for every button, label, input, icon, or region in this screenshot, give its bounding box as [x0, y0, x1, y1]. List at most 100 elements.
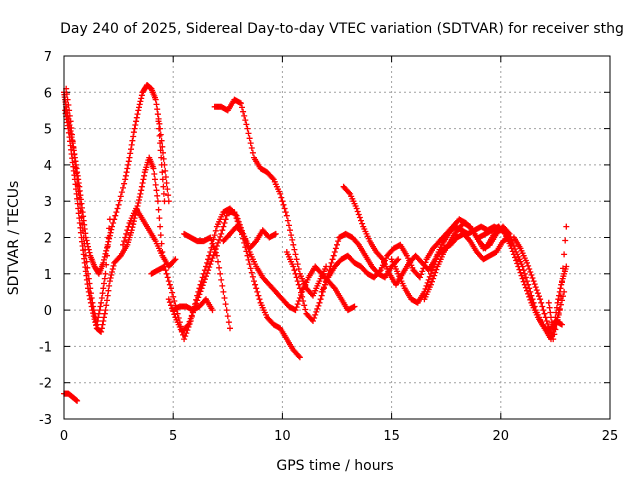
- data-point: [218, 230, 225, 237]
- data-point: [162, 174, 169, 180]
- data-point: [153, 187, 160, 194]
- data-point: [429, 267, 435, 274]
- data-point: [182, 333, 189, 340]
- data-point: [427, 281, 434, 288]
- data-point: [95, 310, 102, 317]
- data-point: [355, 211, 362, 218]
- data-point: [98, 295, 105, 301]
- data-point: [137, 190, 144, 197]
- data-point: [508, 245, 515, 252]
- data-point: [158, 161, 165, 168]
- data-point: [354, 240, 361, 247]
- series-trace-f: [170, 296, 216, 314]
- data-point: [135, 107, 142, 114]
- y-tick-label: 6: [44, 86, 52, 101]
- data-point: [122, 234, 129, 241]
- data-point: [289, 236, 296, 243]
- data-point: [101, 280, 107, 287]
- data-point: [510, 251, 517, 258]
- data-point: [335, 238, 342, 245]
- data-point: [73, 397, 80, 404]
- data-point: [154, 111, 161, 118]
- data-point: [156, 215, 163, 222]
- data-point: [161, 198, 168, 205]
- data-point: [292, 251, 299, 258]
- data-point: [157, 140, 164, 147]
- data-point: [272, 230, 279, 237]
- data-point: [277, 190, 284, 197]
- data-point: [328, 259, 335, 266]
- data-point: [225, 319, 232, 326]
- data-point: [157, 232, 164, 239]
- data-point: [186, 318, 193, 325]
- data-point: [298, 289, 304, 296]
- data-point: [329, 256, 336, 263]
- data-point: [71, 151, 78, 158]
- data-point: [254, 288, 261, 295]
- data-point: [520, 278, 527, 285]
- data-point: [559, 297, 565, 304]
- data-point: [196, 291, 203, 298]
- data-point: [221, 295, 228, 301]
- data-point: [219, 227, 226, 234]
- data-point: [101, 275, 108, 282]
- data-point: [422, 259, 429, 266]
- data-point: [316, 299, 323, 306]
- data-point: [72, 164, 79, 171]
- data-point: [103, 247, 110, 254]
- data-point: [103, 302, 110, 309]
- data-point: [312, 311, 319, 318]
- x-axis-label: GPS time / hours: [276, 458, 393, 474]
- data-point: [78, 214, 85, 221]
- data-point: [207, 234, 214, 241]
- data-point: [104, 244, 110, 251]
- data-point: [162, 167, 169, 174]
- data-point: [104, 292, 111, 299]
- data-point: [210, 243, 217, 250]
- data-point: [171, 298, 178, 304]
- data-point: [248, 269, 255, 276]
- data-point: [243, 239, 250, 246]
- data-point: [209, 307, 216, 314]
- data-point: [539, 303, 546, 310]
- data-point: [246, 261, 253, 268]
- data-point: [248, 145, 255, 151]
- data-point: [166, 299, 173, 306]
- series-trace-s: [154, 111, 168, 205]
- y-tick-label: 4: [44, 159, 52, 174]
- data-point: [130, 133, 137, 140]
- data-point: [163, 180, 170, 186]
- data-point: [166, 281, 173, 288]
- data-point: [526, 266, 533, 272]
- data-point: [70, 145, 77, 151]
- data-point: [105, 234, 112, 241]
- data-point: [255, 292, 262, 299]
- data-point: [200, 279, 207, 286]
- data-point: [107, 229, 114, 236]
- data-point: [74, 176, 81, 183]
- data-point: [120, 241, 126, 248]
- data-point: [96, 307, 103, 314]
- data-point: [219, 282, 226, 289]
- data-point: [554, 299, 561, 306]
- data-point: [220, 288, 227, 295]
- data-point: [221, 220, 228, 226]
- data-point: [170, 293, 177, 300]
- series-trace-p: [545, 263, 570, 335]
- data-point: [290, 263, 297, 270]
- data-point: [85, 270, 91, 277]
- data-point: [546, 304, 553, 311]
- data-point: [217, 270, 224, 277]
- data-point: [123, 169, 130, 176]
- data-point: [216, 236, 223, 243]
- data-point: [431, 272, 438, 279]
- data-point: [376, 268, 383, 275]
- data-point: [104, 252, 110, 259]
- data-point: [208, 258, 215, 265]
- data-point: [245, 246, 252, 252]
- data-point: [562, 237, 569, 244]
- data-point: [242, 236, 249, 243]
- data-point: [294, 261, 301, 268]
- data-point: [563, 263, 570, 270]
